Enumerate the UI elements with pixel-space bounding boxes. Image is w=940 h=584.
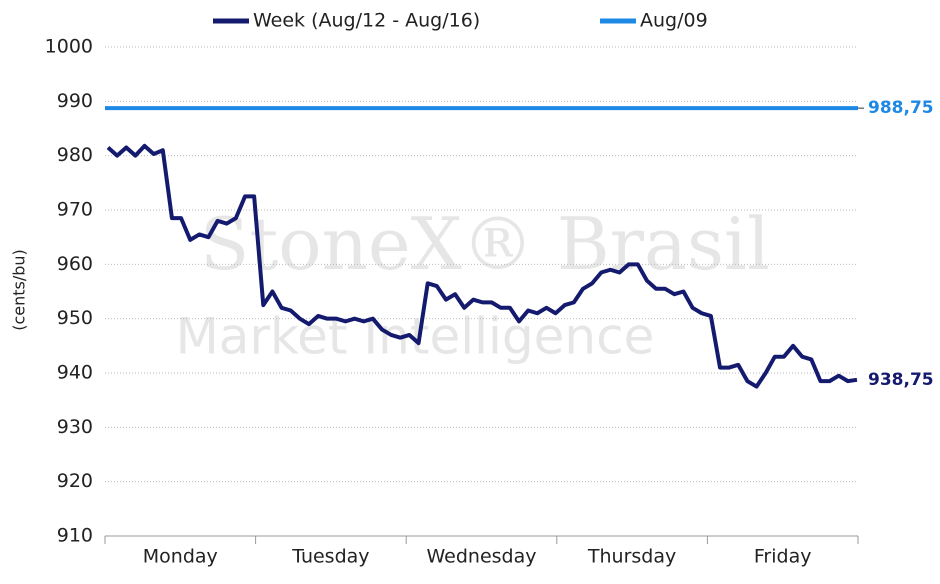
y-tick-label: 970 [57, 199, 93, 221]
watermark: StoneX® Brasil [200, 202, 770, 286]
y-tick-label: 1000 [45, 36, 93, 58]
end-label: 938,75 [868, 370, 934, 390]
y-tick-label: 920 [57, 470, 93, 492]
x-tick-label: Monday [143, 546, 218, 568]
y-tick-label: 930 [57, 416, 93, 438]
y-tick-label: 990 [57, 90, 93, 112]
value-label: 988,75 [868, 98, 934, 118]
y-tick-label: 950 [57, 307, 93, 329]
y-tick-label: 980 [57, 144, 93, 166]
line-series [106, 143, 858, 389]
x-tick-label: Thursday [587, 546, 676, 568]
watermark: Market Intelligence [176, 308, 655, 366]
x-tick-label: Wednesday [426, 546, 536, 568]
legend-label: Week (Aug/12 - Aug/16) [253, 10, 480, 32]
y-tick-label: 940 [57, 362, 93, 384]
x-tick-label: Friday [754, 546, 812, 568]
y-axis-label: (cents/bu) [10, 249, 29, 331]
y-tick-label: 910 [57, 525, 93, 547]
legend-label: Aug/09 [640, 10, 708, 32]
x-tick-label: Tuesday [291, 546, 369, 568]
y-tick-label: 960 [57, 253, 93, 275]
